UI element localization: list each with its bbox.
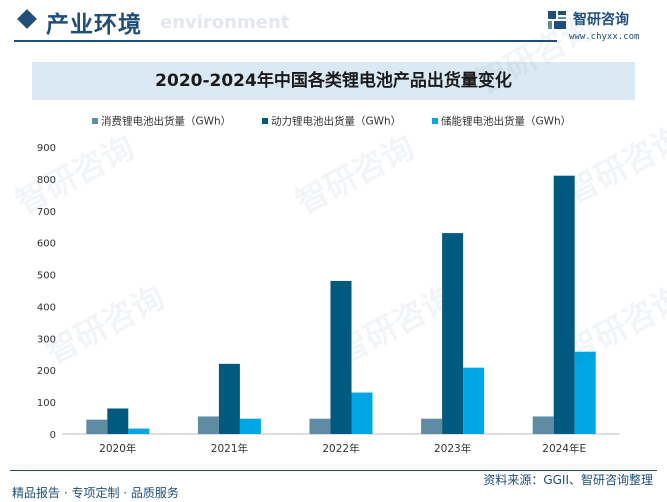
bar — [553, 175, 575, 434]
x-tick-label: 2022年 — [322, 442, 359, 455]
footer: 精品报告 · 专项定制 · 品质服务 资料来源：GGII、智研咨询整理 — [0, 468, 667, 502]
bar — [107, 408, 129, 434]
legend-swatch — [92, 118, 98, 124]
section-header: 产业环境 environment — [0, 0, 667, 44]
y-tick-label: 300 — [37, 334, 56, 345]
brand: 智研咨询 www.chyxx.com — [547, 8, 657, 44]
bar — [218, 363, 240, 434]
footer-slogan: 精品报告 · 专项定制 · 品质服务 — [12, 486, 179, 500]
legend-label: 储能锂电池出货量（GWh） — [441, 115, 571, 128]
bar — [197, 416, 219, 434]
legend-swatch — [432, 118, 438, 124]
bar — [574, 351, 596, 434]
legend-label: 动力锂电池出货量（GWh） — [271, 115, 401, 128]
brand-logo-icon — [548, 11, 566, 29]
legend-label: 消费锂电池出货量（GWh） — [101, 115, 231, 128]
brand-name: 智研咨询 — [573, 12, 629, 28]
y-tick-label: 200 — [37, 366, 56, 377]
x-tick-label: 2024年E — [542, 442, 586, 455]
bar-chart: 消费锂电池出货量（GWh） 动力锂电池出货量（GWh） 储能锂电池出货量（GWh） 0… — [37, 115, 620, 455]
bar — [442, 233, 464, 434]
y-tick-label: 500 — [37, 271, 56, 282]
footer-divider — [10, 470, 657, 471]
bar — [351, 392, 373, 434]
y-tick-label: 600 — [37, 239, 56, 250]
header-divider — [14, 40, 557, 42]
legend-swatch — [262, 118, 268, 124]
bar — [330, 280, 352, 434]
bar — [532, 416, 554, 434]
y-tick-label: 700 — [37, 207, 56, 218]
footer-source: 资料来源：GGII、智研咨询整理 — [483, 473, 653, 487]
bar — [463, 367, 485, 434]
section-title: 产业环境 — [46, 12, 142, 38]
chart-title: 2020-2024年中国各类锂电池产品出货量变化 — [155, 71, 512, 91]
bar — [421, 418, 443, 434]
bar — [239, 418, 261, 434]
chart-title-bar: 2020-2024年中国各类锂电池产品出货量变化 — [32, 62, 635, 100]
y-tick-label: 800 — [37, 175, 56, 186]
brand-url: www.chyxx.com — [569, 32, 640, 42]
y-tick-label: 900 — [37, 143, 56, 154]
x-tick-label: 2021年 — [211, 442, 248, 455]
x-tick-label: 2023年 — [434, 442, 471, 455]
y-tick-label: 100 — [37, 398, 56, 409]
y-tick-label: 400 — [37, 302, 56, 313]
diamond-icon — [17, 9, 37, 29]
bar — [309, 418, 331, 434]
bar — [128, 428, 150, 434]
y-tick-label: 0 — [50, 430, 56, 441]
section-subtitle: environment — [160, 12, 290, 33]
x-tick-label: 2020年 — [99, 442, 136, 455]
bar — [86, 419, 108, 434]
